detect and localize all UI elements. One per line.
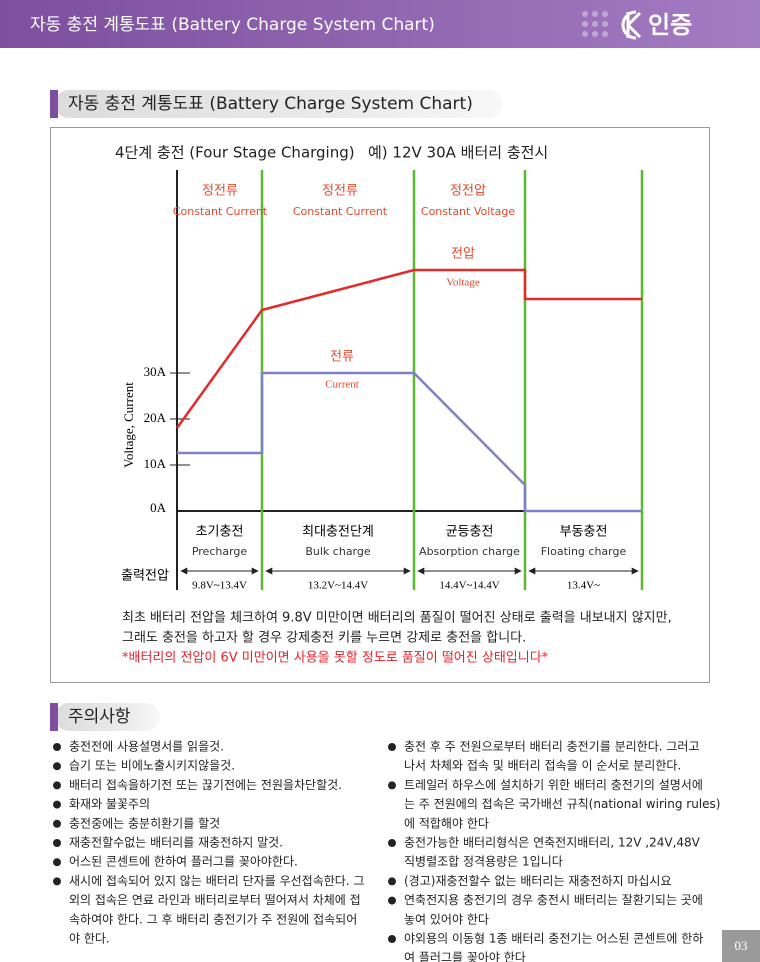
section-title: 자동 충전 계통도표 (Battery Charge System Chart): [68, 94, 473, 114]
kc-mark: [621, 10, 642, 40]
section-marker: [50, 703, 58, 731]
current-curve: [177, 371, 642, 513]
header-title: 자동 충전 계통도표 (Battery Charge System Chart): [30, 15, 435, 35]
stage-name-en: Floating charge: [541, 545, 627, 558]
y-axis-label: Voltage, Current: [121, 382, 136, 468]
phase-label: 정전압: [450, 184, 486, 199]
precaution-text: 재충전할수없는 배터리를 재충전하지 말것.: [69, 836, 283, 850]
precaution-text: 야외용의 이동형 1종 배터리 충전기는 어스된 콘센트에 한하: [404, 932, 703, 946]
precaution-text: 에 적합해야 한다: [404, 816, 489, 830]
stage-name: 최대충전단계: [302, 525, 374, 540]
page-number: 03: [735, 938, 748, 953]
logo-text: 인증: [648, 11, 692, 39]
note: *배터리의 전압이 6V 미만이면 사용을 못할 정도로 품질이 떨어진 상태입…: [122, 651, 549, 666]
bullet: [53, 762, 61, 771]
section-pill: [55, 90, 503, 118]
bullet: [53, 743, 61, 751]
phase-label-en: Constant Voltage: [421, 205, 515, 218]
logo-dots: [582, 11, 608, 37]
phase-label-en: Constant Current: [293, 205, 388, 218]
current-label-en: Current: [325, 379, 359, 391]
bullet: [388, 896, 396, 905]
precaution-text: 속하여야 한다. 그 후 배터리 충전기가 주 전원에 접속되어: [69, 912, 357, 926]
precaution-text: 연축전지용 충전기의 경우 충전시 배터리는 잘환기되는 곳에: [404, 893, 703, 907]
bullet: [388, 935, 396, 943]
bullet: [53, 819, 61, 828]
stage-range: 13.4V~: [567, 580, 600, 592]
precaution-text: 는 주 전원에의 접속은 국가배선 규칙(national wiring rul…: [404, 797, 720, 811]
stage-range: 9.8V~13.4V: [192, 580, 247, 592]
stage-name: 균등충전: [446, 525, 494, 540]
page-number-box: [722, 930, 760, 962]
stage-range: 14.4V~14.4V: [439, 580, 499, 592]
precaution-text: 새시에 접속되어 있지 않는 배터리 단자를 우선접속한다. 그: [69, 874, 364, 888]
precaution-text: 충전전에 사용설명서를 읽을것.: [69, 740, 224, 754]
bullet: [388, 839, 396, 847]
stage-name: 부동충전: [560, 525, 608, 540]
bullet: [53, 877, 61, 886]
precaution-text: 나서 차체와 접속 및 배터리 접속을 이 순서로 분리한다.: [404, 759, 681, 773]
diagram-box: [50, 127, 710, 683]
stage-range: 13.2V~14.4V: [308, 580, 368, 592]
precaution-text: 습기 또는 비에노출시키지않을것.: [69, 759, 235, 773]
bullet: [388, 781, 396, 790]
precaution-text: 충전중에는 충분히환기를 할것: [69, 816, 220, 830]
bullet: [53, 839, 61, 847]
precaution-text: 여 플러그를 꽂아야 한다: [404, 951, 526, 962]
voltage-label: 전압: [451, 247, 475, 262]
precaution-text: 직병렬조합 정격용량은 1입니다: [404, 855, 563, 869]
note: 최초 배터리 전압을 체크하여 9.8V 미만이면 배터리의 품질이 떨어진 상…: [122, 611, 672, 626]
phase-label-en: Constant Current: [173, 205, 268, 218]
stage-name-en: Bulk charge: [305, 545, 371, 558]
precaution-text: (경고)재충전할수 없는 배터리는 재충전하지 마십시요: [404, 874, 672, 888]
precaution-text: 야 한다.: [69, 932, 110, 946]
precaution-text: 화재와 불꽃주의: [69, 797, 150, 811]
precaution-text: 충전 후 주 전원으로부터 배터리 충전기를 분리한다. 그러고: [404, 740, 699, 754]
output-label: 출력전압: [121, 569, 169, 584]
bullet: [53, 800, 61, 809]
phase-label: 정전류: [202, 184, 238, 199]
note: 그래도 충전을 하고자 할 경우 강제충전 키를 누르면 강제로 충전을 합니다…: [122, 631, 526, 646]
header-bar: [0, 0, 760, 48]
precaution-text: 놓여 있어야 한다: [404, 912, 489, 926]
y-tick-label: 10A: [144, 456, 167, 471]
current-label: 전류: [330, 350, 354, 365]
precaution-text: 배터리 접속을하기전 또는 끊기전에는 전원을차단할것.: [69, 778, 342, 792]
precaution-text: 외의 접속은 연료 라인과 배터리로부터 떨어져서 차체에 접: [69, 893, 361, 907]
bullet: [53, 858, 61, 867]
precaution-text: 어스된 콘센트에 한하여 플러그를 꽂아야한다.: [69, 855, 298, 869]
voltage-label-en: Voltage: [446, 277, 480, 289]
precaution-text: 충전가능한 배터리형식은 연축전지배터리, 12V ,24V,48V: [404, 836, 701, 850]
diagram-example: 예) 12V 30A 배터리 충전시: [368, 144, 548, 162]
section-pill: [55, 703, 160, 731]
bullet: [388, 743, 396, 751]
y-tick-label: 30A: [144, 364, 167, 379]
stage-name: 초기충전: [196, 525, 244, 540]
diagram-caption: 4단계 충전 (Four Stage Charging): [115, 144, 355, 162]
stage-name-en: Precharge: [192, 545, 248, 558]
y-tick-label: 0A: [150, 500, 167, 515]
section-title: 주의사항: [68, 707, 131, 727]
bullet: [53, 781, 61, 790]
voltage-curve: [175, 268, 642, 429]
phase-label: 정전류: [322, 184, 358, 199]
y-tick-label: 20A: [144, 410, 167, 425]
stage-name-en: Absorption charge: [419, 545, 520, 558]
bullet: [388, 877, 396, 886]
precaution-text: 트레일러 하우스에 설치하기 위한 배터리 충전기의 설명서에: [404, 778, 703, 792]
section-marker: [50, 90, 58, 118]
